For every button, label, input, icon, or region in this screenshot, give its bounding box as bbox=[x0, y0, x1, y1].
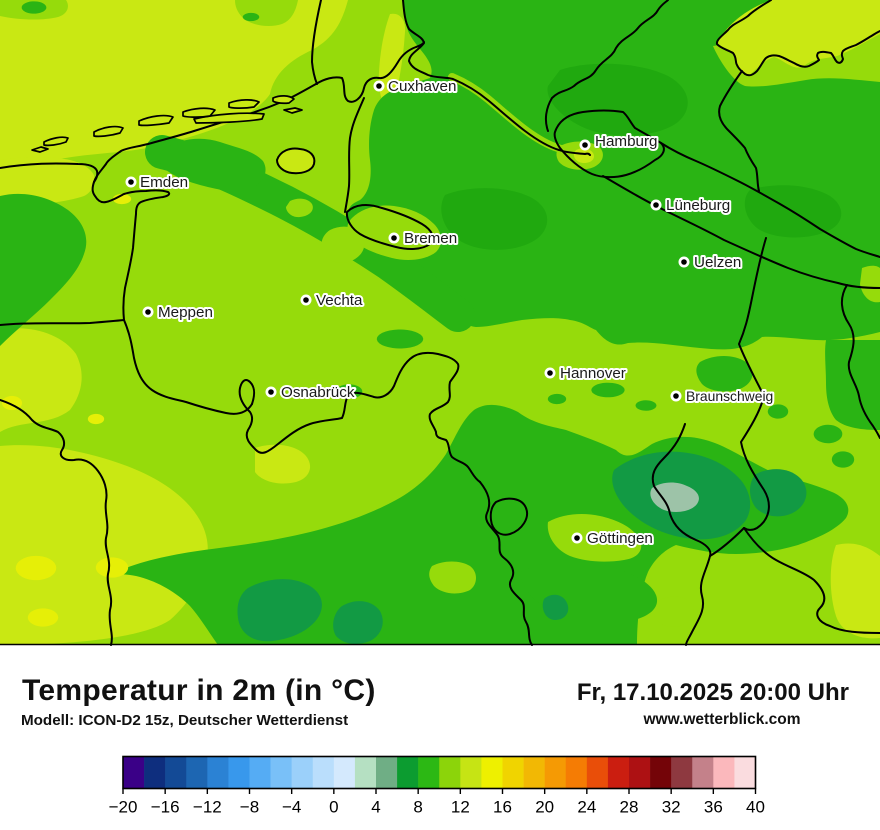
svg-text:32: 32 bbox=[662, 798, 681, 817]
svg-text:www.wetterblick.com: www.wetterblick.com bbox=[642, 711, 800, 728]
svg-text:Vechta: Vechta bbox=[316, 292, 363, 309]
svg-text:12: 12 bbox=[451, 798, 470, 817]
svg-text:Cuxhaven: Cuxhaven bbox=[388, 78, 456, 95]
svg-text:20: 20 bbox=[535, 798, 554, 817]
svg-text:24: 24 bbox=[577, 798, 596, 817]
svg-text:Osnabrück: Osnabrück bbox=[281, 384, 355, 401]
svg-text:Göttingen: Göttingen bbox=[587, 530, 653, 547]
svg-text:−4: −4 bbox=[282, 798, 301, 817]
svg-text:8: 8 bbox=[413, 798, 422, 817]
svg-text:−12: −12 bbox=[193, 798, 222, 817]
svg-text:Hannover: Hannover bbox=[560, 365, 626, 382]
svg-text:Temperatur in 2m (in °C): Temperatur in 2m (in °C) bbox=[22, 674, 376, 707]
svg-text:−8: −8 bbox=[240, 798, 259, 817]
svg-text:Modell: ICON-D2 15z, Deutscher: Modell: ICON-D2 15z, Deutscher Wetterdie… bbox=[21, 712, 348, 729]
svg-text:16: 16 bbox=[493, 798, 512, 817]
svg-text:Hamburg: Hamburg bbox=[595, 133, 657, 150]
svg-text:Uelzen: Uelzen bbox=[694, 254, 741, 271]
svg-text:Braunschweig: Braunschweig bbox=[686, 388, 773, 404]
svg-text:Meppen: Meppen bbox=[158, 304, 213, 321]
svg-text:−16: −16 bbox=[151, 798, 180, 817]
svg-text:28: 28 bbox=[620, 798, 639, 817]
svg-text:Fr, 17.10.2025 20:00 Uhr: Fr, 17.10.2025 20:00 Uhr bbox=[577, 679, 849, 706]
svg-text:36: 36 bbox=[704, 798, 723, 817]
svg-text:40: 40 bbox=[746, 798, 765, 817]
svg-text:Emden: Emden bbox=[140, 174, 188, 191]
svg-text:−20: −20 bbox=[109, 798, 138, 817]
svg-text:Bremen: Bremen bbox=[404, 230, 457, 247]
svg-text:0: 0 bbox=[329, 798, 338, 817]
svg-text:Lüneburg: Lüneburg bbox=[666, 197, 730, 214]
svg-text:4: 4 bbox=[371, 798, 380, 817]
